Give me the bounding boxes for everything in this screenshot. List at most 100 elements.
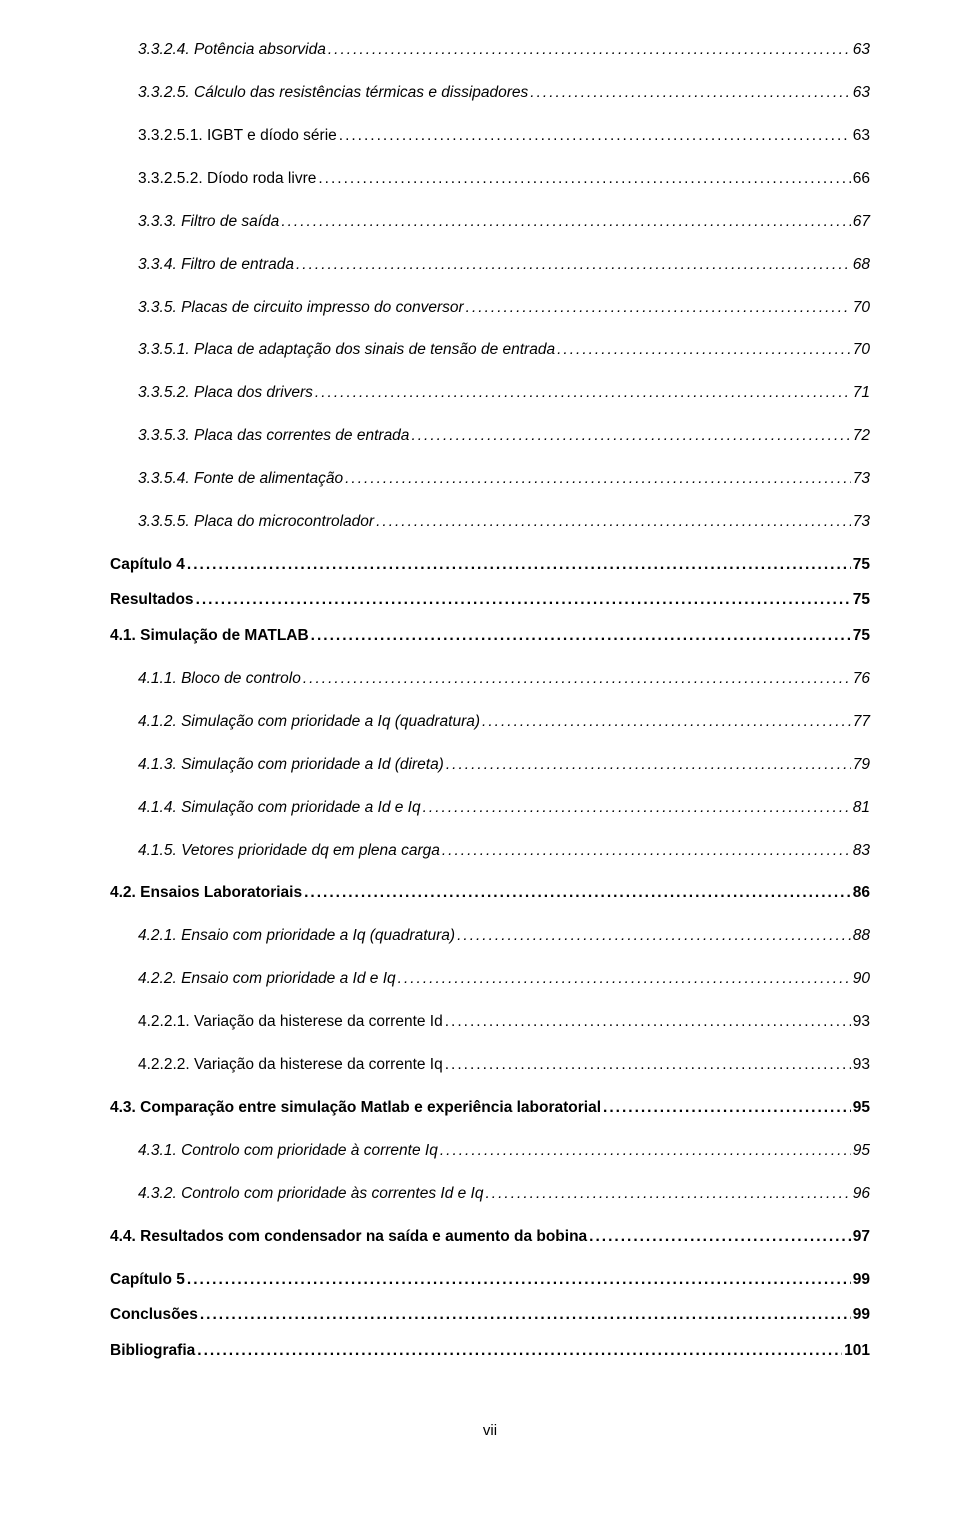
page-number: vii — [110, 1422, 870, 1439]
toc-entry-leader — [311, 626, 851, 647]
toc-entry-page: 99 — [853, 1270, 870, 1291]
toc-entry-page: 75 — [853, 590, 870, 611]
toc-entry: 3.3.5.4. Fonte de alimentação 73 — [110, 469, 870, 490]
toc-entry-leader — [423, 798, 851, 819]
toc-entry: 4.2.2.2. Variação da histerese da corren… — [110, 1055, 870, 1076]
toc-entry: 4.1.4. Simulação com prioridade a Id e I… — [110, 798, 870, 819]
toc-entry: 3.3.5.5. Placa do microcontrolador73 — [110, 512, 870, 533]
toc-entry: Conclusões 99 — [110, 1305, 870, 1326]
toc-entry-leader — [445, 1055, 851, 1076]
toc-entry-leader — [318, 169, 850, 190]
toc-entry-leader — [196, 590, 851, 611]
toc-entry-page: 88 — [853, 926, 870, 947]
toc-entry-label: 3.3.5.4. Fonte de alimentação — [138, 469, 343, 490]
toc-entry: 4.3.1. Controlo com prioridade à corrent… — [110, 1141, 870, 1162]
toc-entry-leader — [530, 83, 850, 104]
toc-entry-page: 86 — [853, 883, 870, 904]
toc-entry-page: 81 — [853, 798, 870, 819]
toc-entry-leader — [603, 1098, 851, 1119]
toc-entry-label: 4.2.2.1. Variação da histerese da corren… — [138, 1012, 443, 1033]
toc-entry-label: 4.4. Resultados com condensador na saída… — [110, 1227, 587, 1248]
toc-entry-leader — [446, 755, 851, 776]
toc-entry: 4.1.2. Simulação com prioridade a Iq (qu… — [110, 712, 870, 733]
toc-entry-page: 70 — [853, 298, 870, 319]
toc-entry: 4.1.5. Vetores prioridade dq em plena ca… — [110, 841, 870, 862]
toc-entry-page: 90 — [853, 969, 870, 990]
toc-entry-leader — [200, 1305, 851, 1326]
toc-entry-leader — [281, 212, 850, 233]
toc-entry-label: 4.2.2.2. Variação da histerese da corren… — [138, 1055, 443, 1076]
toc-entry: 4.4. Resultados com condensador na saída… — [110, 1227, 870, 1248]
toc-entry-label: 4.2. Ensaios Laboratoriais — [110, 883, 302, 904]
toc-entry-label: 4.1.1. Bloco de controlo — [138, 669, 301, 690]
toc-entry-leader — [345, 469, 851, 490]
toc-entry: 4.2.2.1. Variação da histerese da corren… — [110, 1012, 870, 1033]
toc-entry-leader — [445, 1012, 851, 1033]
toc-entry: 3.3.3. Filtro de saída67 — [110, 212, 870, 233]
toc-entry-leader — [442, 841, 851, 862]
toc-entry: 4.3. Comparação entre simulação Matlab e… — [110, 1098, 870, 1119]
toc-entry-leader — [376, 512, 851, 533]
toc-entry-page: 76 — [853, 669, 870, 690]
toc-entry-label: 4.1.3. Simulação com prioridade a Id (di… — [138, 755, 444, 776]
toc-entry-page: 101 — [844, 1341, 870, 1362]
toc-page: 3.3.2.4. Potência absorvida633.3.2.5. Cá… — [0, 0, 960, 1479]
toc-entry-page: 73 — [853, 469, 870, 490]
toc-entry-page: 97 — [853, 1227, 870, 1248]
toc-entry-label: Conclusões — [110, 1305, 198, 1326]
toc-entry-page: 99 — [853, 1305, 870, 1326]
toc-entry-leader — [440, 1141, 851, 1162]
toc-entry-page: 75 — [853, 555, 870, 576]
toc-entry: 4.2. Ensaios Laboratoriais 86 — [110, 883, 870, 904]
toc-entry-label: 4.2.1. Ensaio com prioridade a Iq (quadr… — [138, 926, 455, 947]
toc-entry-label: 4.2.2. Ensaio com prioridade a Id e Iq — [138, 969, 396, 990]
toc-entry: 4.2.2. Ensaio com prioridade a Id e Iq 90 — [110, 969, 870, 990]
toc-entry-leader — [557, 340, 851, 361]
toc-entry-page: 63 — [853, 40, 870, 61]
toc-entry-page: 63 — [853, 83, 870, 104]
toc-entry-page: 79 — [853, 755, 870, 776]
toc-entry: Resultados75 — [110, 590, 870, 611]
toc-entry-leader — [303, 669, 851, 690]
toc-entry-page: 95 — [853, 1141, 870, 1162]
toc-entry-leader — [457, 926, 851, 947]
toc-entry: 3.3.2.5.1. IGBT e díodo série 63 — [110, 126, 870, 147]
toc-entry: 4.1.1. Bloco de controlo 76 — [110, 669, 870, 690]
toc-entry-label: 4.3.2. Controlo com prioridade às corren… — [138, 1184, 484, 1205]
toc-entry-label: 4.1.5. Vetores prioridade dq em plena ca… — [138, 841, 440, 862]
toc-entry-label: Capítulo 5 — [110, 1270, 185, 1291]
toc-entry-label: 4.1.2. Simulação com prioridade a Iq (qu… — [138, 712, 480, 733]
toc-entry: Bibliografia 101 — [110, 1341, 870, 1362]
toc-entry-page: 66 — [853, 169, 870, 190]
toc-entry-page: 67 — [853, 212, 870, 233]
toc-entry-label: Bibliografia — [110, 1341, 195, 1362]
toc-entry-leader — [328, 40, 851, 61]
toc-entry: 4.1.3. Simulação com prioridade a Id (di… — [110, 755, 870, 776]
toc-entry-leader — [339, 126, 851, 147]
toc-entry-page: 63 — [853, 126, 870, 147]
toc-entry-label: 3.3.2.5.1. IGBT e díodo série — [138, 126, 337, 147]
toc-entry-page: 75 — [853, 626, 870, 647]
toc-entry-page: 83 — [853, 841, 870, 862]
toc-entry-leader — [296, 255, 851, 276]
toc-entry-label: 3.3.5. Placas de circuito impresso do co… — [138, 298, 464, 319]
toc-entry-label: 3.3.4. Filtro de entrada — [138, 255, 294, 276]
toc-entry-label: 4.1.4. Simulação com prioridade a Id e I… — [138, 798, 421, 819]
toc-entry-page: 68 — [853, 255, 870, 276]
toc-entry-label: 4.3. Comparação entre simulação Matlab e… — [110, 1098, 601, 1119]
toc-entry-leader — [315, 383, 851, 404]
toc-entry-label: 4.3.1. Controlo com prioridade à corrent… — [138, 1141, 438, 1162]
toc-entry-page: 70 — [853, 340, 870, 361]
toc-entry: 3.3.2.5. Cálculo das resistências térmic… — [110, 83, 870, 104]
toc-entry-leader — [304, 883, 851, 904]
toc-entry: 4.3.2. Controlo com prioridade às corren… — [110, 1184, 870, 1205]
toc-entry-label: 3.3.2.4. Potência absorvida — [138, 40, 326, 61]
toc-entry-leader — [589, 1227, 851, 1248]
toc-entry: Capítulo 475 — [110, 555, 870, 576]
toc-entry: 3.3.5.1. Placa de adaptação dos sinais d… — [110, 340, 870, 361]
toc-entry-leader — [486, 1184, 851, 1205]
toc-entry-leader — [197, 1341, 842, 1362]
toc-entry: 3.3.5.3. Placa das correntes de entrada7… — [110, 426, 870, 447]
toc-entry-page: 73 — [853, 512, 870, 533]
toc-entry-label: 4.1. Simulação de MATLAB — [110, 626, 309, 647]
